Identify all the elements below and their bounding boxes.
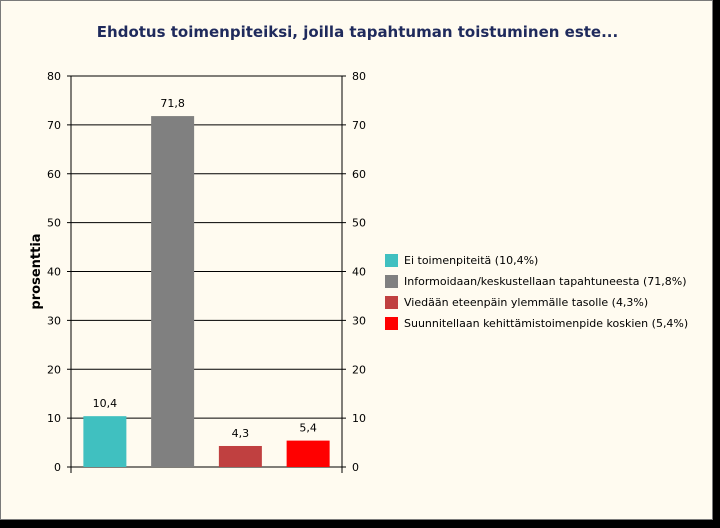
legend-label: Ei toimenpiteitä (10,4%) <box>404 254 539 267</box>
chart-title: Ehdotus toimenpiteiksi, joilla tapahtuma… <box>96 23 619 41</box>
legend-swatch <box>385 317 398 330</box>
legend-label: Viedään eteenpäin ylemmälle tasolle (4,3… <box>404 296 649 309</box>
legend-swatch <box>385 296 398 309</box>
bar-chart: 0 0 10 10 20 20 30 30 40 40 50 50 60 60 70 70 80 80 prosen… <box>29 70 366 474</box>
y2-tick-label: 60 <box>352 168 366 181</box>
y-tick-label: 0 <box>54 461 61 474</box>
y2-tick-label: 70 <box>352 119 366 132</box>
y2-tick-label: 10 <box>352 412 366 425</box>
y2-tick-label: 80 <box>352 70 366 83</box>
bar-1 <box>83 416 127 467</box>
bar-value-label: 4,3 <box>232 427 250 440</box>
legend-swatch <box>385 275 398 288</box>
y-tick-label: 50 <box>47 217 61 230</box>
legend-item: Ei toimenpiteitä (10,4%) <box>385 251 688 270</box>
legend-label: Suunnitellaan kehittämistoimenpide koski… <box>404 317 689 330</box>
y-tick-label: 40 <box>47 266 61 279</box>
y-tick-label: 20 <box>47 363 61 376</box>
y2-tick-label: 50 <box>352 217 366 230</box>
legend-item: Informoidaan/keskustellaan tapahtuneesta… <box>385 272 688 291</box>
bar-value-label: 5,4 <box>299 422 317 435</box>
chart-frame: Ehdotus toimenpiteiksi, joilla tapahtuma… <box>0 0 713 520</box>
y-tick-label: 80 <box>47 70 61 83</box>
y-tick-label: 70 <box>47 119 61 132</box>
y2-tick-label: 40 <box>352 266 366 279</box>
y2-tick-label: 30 <box>352 314 366 327</box>
y-axis-label: prosenttia <box>29 233 44 309</box>
y-tick-label: 10 <box>47 412 61 425</box>
bar-value-label: 10,4 <box>93 397 118 410</box>
legend-item: Suunnitellaan kehittämistoimenpide koski… <box>385 314 688 333</box>
legend-label: Informoidaan/keskustellaan tapahtuneesta… <box>404 275 687 288</box>
y-tick-label: 60 <box>47 168 61 181</box>
y2-tick-label: 20 <box>352 363 366 376</box>
bar-value-label: 71,8 <box>160 97 185 110</box>
chart-legend: Ei toimenpiteitä (10,4%) Informoidaan/kes… <box>385 251 688 335</box>
bar-2 <box>151 116 195 467</box>
y-tick-label: 30 <box>47 314 61 327</box>
bar-3 <box>218 445 262 467</box>
y2-tick-label: 0 <box>352 461 359 474</box>
legend-item: Viedään eteenpäin ylemmälle tasolle (4,3… <box>385 293 688 312</box>
legend-swatch <box>385 254 398 267</box>
bar-4 <box>286 440 330 467</box>
